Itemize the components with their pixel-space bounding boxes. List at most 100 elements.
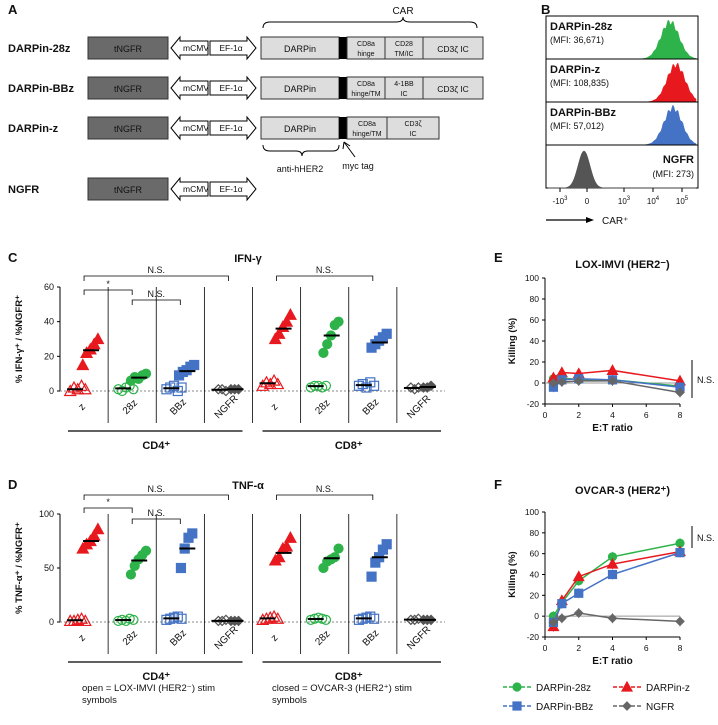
category-label: NGFR <box>405 393 433 421</box>
car-domain-label: CD28 <box>395 41 413 48</box>
tngfr-label: tNGFR <box>114 44 142 54</box>
line-marker <box>572 570 585 582</box>
ef1a-arrow <box>209 35 257 61</box>
line-x-label: E:T ratio <box>592 656 633 667</box>
ef1a-arrow <box>209 176 257 202</box>
data-point <box>63 384 77 397</box>
significance-label: N.S. <box>147 508 165 518</box>
car-domain-label: CD8a <box>358 121 376 128</box>
hist-tick-label: 104 <box>647 196 660 206</box>
line-x-tick-label: 8 <box>678 643 683 653</box>
mcmv-arrow <box>170 75 209 101</box>
significance-bracket <box>276 275 374 281</box>
scatter-title: IFN-γ <box>234 253 262 265</box>
ef1a-label: EF-1α <box>219 184 242 194</box>
mcmv-arrow <box>170 176 209 202</box>
data-point <box>161 614 172 625</box>
histogram-mfi: (MFI: 36,671) <box>550 35 604 45</box>
car-axis-label: CAR⁺ <box>602 216 628 227</box>
scatter-y-tick-label: 50 <box>44 563 54 573</box>
line-y-tick-label: 80 <box>530 294 540 304</box>
car-label: CAR <box>392 6 413 17</box>
line-marker <box>557 599 567 609</box>
hist-tick-label: 103 <box>618 196 631 206</box>
line-x-tick-label: 2 <box>576 643 581 653</box>
histogram-name: NGFR <box>663 154 694 166</box>
category-label: NGFR <box>213 393 241 421</box>
panel-letter-b: B <box>541 2 550 17</box>
category-label: BBz <box>168 397 189 418</box>
data-point <box>91 522 105 535</box>
data-point <box>280 314 294 327</box>
histogram-panel <box>545 144 699 189</box>
car-domain-label: CD3ζ IC <box>437 84 469 94</box>
scatter-y-tick-label: 40 <box>44 317 54 327</box>
panel-letter-a: A <box>8 2 18 17</box>
line-marker <box>557 377 567 387</box>
line-marker <box>548 617 559 628</box>
category-label: z <box>269 633 280 644</box>
construct-name: NGFR <box>8 184 39 196</box>
ns-label: N.S. <box>697 375 715 385</box>
data-point <box>318 347 329 358</box>
data-point <box>168 380 180 391</box>
hist-tick-label: -103 <box>553 196 569 206</box>
data-point <box>263 610 277 623</box>
mcmv-label: mCMV <box>183 123 209 133</box>
line-x-tick-label: 4 <box>610 410 615 420</box>
significance-label: * <box>106 279 110 289</box>
line-y-tick-label: -20 <box>527 399 540 409</box>
car-domain-label: 4-1BB <box>394 81 414 88</box>
panel-letter-d: D <box>8 477 17 492</box>
line-y-tick-label: 40 <box>530 570 540 580</box>
car-domain-label: hinge/TM <box>351 91 380 98</box>
construct-name: DARPin-BBz <box>8 83 74 95</box>
construct-name: DARPin-28z <box>8 43 71 55</box>
darpin-label: DARPin <box>284 44 316 54</box>
category-label: z <box>77 633 88 644</box>
anti-brace <box>262 144 340 157</box>
category-label: NGFR <box>213 624 241 652</box>
category-label: BBz <box>361 397 382 418</box>
line-x-tick-label: 6 <box>644 643 649 653</box>
line-y-tick-label: 20 <box>530 357 540 367</box>
line-marker <box>675 387 685 398</box>
histogram-name: DARPin-z <box>550 64 601 76</box>
car-domain-label: CD8a <box>357 41 375 48</box>
car-domain-label: hinge <box>357 51 374 58</box>
data-point <box>283 531 297 543</box>
scatter-y-label: % IFN-γ⁺ / %NGFR⁺ <box>14 295 25 383</box>
histogram-name: DARPin-BBz <box>550 107 616 119</box>
scatter-y-tick-label: 60 <box>44 282 54 292</box>
data-point <box>283 307 297 320</box>
panel-letter-f: F <box>494 477 502 492</box>
car-axis-arrowhead <box>586 217 594 223</box>
line-y-label: Killing (%) <box>507 551 518 597</box>
data-point <box>353 614 365 625</box>
data-point <box>256 613 270 625</box>
legend-marker <box>620 680 634 692</box>
ef1a-label: EF-1α <box>219 83 242 93</box>
ef1a-label: EF-1α <box>219 123 242 133</box>
car-domain-label: IC <box>401 91 408 98</box>
legend-marker <box>512 682 522 692</box>
tngfr-box <box>87 177 169 201</box>
tngfr-box <box>87 76 169 100</box>
car-domain-label: CD3ζ <box>404 121 421 128</box>
line-marker <box>573 608 584 618</box>
line-x-tick-label: 0 <box>543 643 548 653</box>
legend-marker <box>622 701 632 711</box>
car-domain-label: CD8a <box>357 81 375 88</box>
line-x-tick-label: 2 <box>576 410 581 420</box>
category-label: z <box>77 402 88 413</box>
significance-label: N.S. <box>147 484 165 494</box>
significance-bracket <box>276 494 374 500</box>
significance-label: N.S. <box>316 484 334 494</box>
legend-label: DARPin-BBz <box>536 702 593 713</box>
tngfr-box <box>87 36 169 60</box>
histogram-fill <box>548 150 696 189</box>
data-point <box>381 539 392 550</box>
car-domain-label: CD3ζ IC <box>437 44 469 54</box>
category-label: 28z <box>121 629 140 648</box>
line-y-tick-label: 60 <box>530 549 540 559</box>
